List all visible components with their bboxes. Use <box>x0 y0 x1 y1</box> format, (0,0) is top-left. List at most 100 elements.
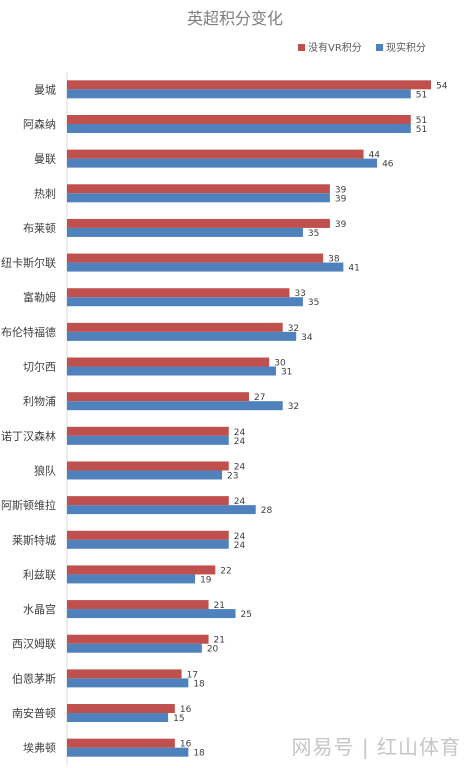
watermark: 网易号 | 红山体育 <box>291 735 461 759</box>
category-label: 诺丁汉森林 <box>1 429 56 443</box>
bar-no-var <box>67 357 270 367</box>
bar-actual <box>67 435 229 445</box>
category-label: 利兹联 <box>23 568 56 581</box>
data-label: 44 <box>369 151 381 161</box>
bar-actual <box>67 678 189 688</box>
data-label: 18 <box>193 749 205 759</box>
bar-actual <box>67 297 303 307</box>
data-label: 24 <box>234 532 246 542</box>
bar-actual <box>67 262 344 272</box>
bar-no-var <box>67 253 324 263</box>
data-label: 19 <box>200 575 212 585</box>
bar-no-var <box>67 218 330 228</box>
legend-swatch-0 <box>298 44 305 51</box>
bar-no-var <box>67 669 182 679</box>
data-label: 51 <box>416 125 427 135</box>
bar-actual <box>67 123 411 133</box>
bar-no-var <box>67 149 364 159</box>
bar-no-var <box>67 738 175 748</box>
bar-no-var <box>67 322 283 332</box>
bar-no-var <box>67 80 431 90</box>
data-label: 32 <box>288 402 299 412</box>
category-label: 埃弗顿 <box>23 741 56 755</box>
data-label: 24 <box>234 541 246 551</box>
bar-no-var <box>67 392 249 402</box>
legend-swatch-1 <box>376 44 383 51</box>
category-label: 狼队 <box>34 463 56 477</box>
bar-actual <box>67 470 223 480</box>
bar-no-var <box>67 114 411 124</box>
category-label: 富勒姆 <box>23 290 56 304</box>
bar-no-var <box>67 565 216 575</box>
data-label: 15 <box>173 714 184 724</box>
category-label: 莱斯特城 <box>12 533 56 547</box>
data-label: 16 <box>180 740 192 750</box>
bar-no-var <box>67 496 229 506</box>
bar-no-var <box>67 461 229 471</box>
category-label: 水晶宫 <box>23 602 56 616</box>
chart-title: 英超积分变化 <box>187 9 283 28</box>
bar-actual <box>67 227 303 237</box>
data-label: 24 <box>234 428 246 438</box>
data-label: 25 <box>241 610 252 620</box>
data-label: 17 <box>187 670 198 680</box>
bar-actual <box>67 366 276 376</box>
data-label: 28 <box>261 506 273 516</box>
bar-actual <box>67 747 189 757</box>
bar-actual <box>67 331 297 341</box>
category-label: 布莱顿 <box>23 221 56 235</box>
bar-actual <box>67 713 169 723</box>
data-label: 23 <box>227 471 238 481</box>
category-label: 切尔西 <box>23 361 56 374</box>
data-label: 20 <box>207 645 219 655</box>
data-label: 21 <box>214 601 225 611</box>
data-label: 39 <box>335 194 347 204</box>
bar-actual <box>67 539 229 549</box>
data-label: 39 <box>335 185 347 195</box>
data-label: 32 <box>288 324 299 334</box>
bar-actual <box>67 401 283 411</box>
data-label: 33 <box>294 289 305 299</box>
data-label: 22 <box>220 566 231 576</box>
bar-no-var <box>67 530 229 540</box>
bar-no-var <box>67 426 229 436</box>
data-label: 46 <box>382 160 394 170</box>
category-label: 西汉姆联 <box>12 637 56 651</box>
data-label: 34 <box>301 333 313 343</box>
category-label: 纽卡斯尔联 <box>1 256 56 270</box>
bar-no-var <box>67 288 290 298</box>
data-label: 31 <box>281 368 292 378</box>
data-label: 21 <box>214 636 225 646</box>
category-label: 布伦特福德 <box>1 325 56 339</box>
data-label: 38 <box>328 255 340 265</box>
data-label: 39 <box>335 220 347 230</box>
category-label: 利物浦 <box>23 394 56 408</box>
data-label: 41 <box>348 264 359 274</box>
bar-actual <box>67 574 196 584</box>
data-label: 24 <box>234 437 246 447</box>
category-label: 阿森纳 <box>23 117 56 131</box>
bar-no-var <box>67 600 209 610</box>
bar-actual <box>67 609 236 619</box>
legend-label-1: 现实积分 <box>386 41 426 54</box>
category-label: 阿斯顿维拉 <box>1 498 56 512</box>
bar-actual <box>67 89 411 99</box>
data-label: 54 <box>436 81 448 91</box>
bar-no-var <box>67 634 209 644</box>
data-label: 51 <box>416 116 427 126</box>
data-label: 24 <box>234 462 246 472</box>
bar-no-var <box>67 184 330 194</box>
data-label: 35 <box>308 229 319 239</box>
bar-actual <box>67 643 202 653</box>
category-label: 曼联 <box>34 153 56 166</box>
data-label: 30 <box>274 359 286 369</box>
data-label: 51 <box>416 90 427 100</box>
category-label: 南安普顿 <box>12 706 56 720</box>
bar-actual <box>67 158 378 168</box>
data-label: 16 <box>180 705 192 715</box>
data-label: 27 <box>254 393 265 403</box>
bar-no-var <box>67 704 175 714</box>
category-label: 曼城 <box>34 83 56 96</box>
